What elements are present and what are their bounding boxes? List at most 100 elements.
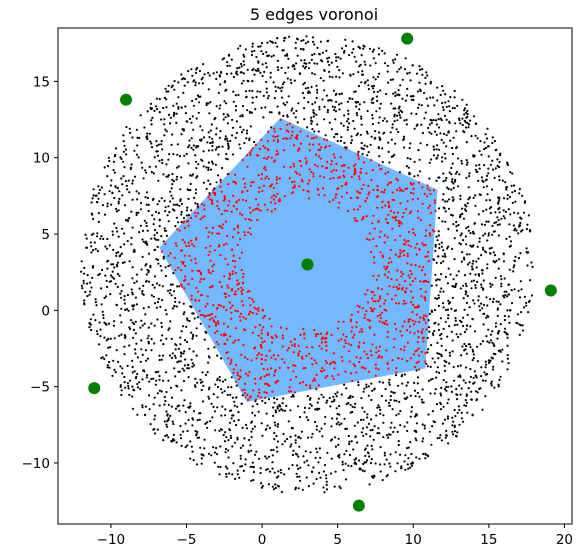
outer-point	[415, 456, 418, 459]
outer-point	[472, 260, 475, 263]
outer-point	[389, 131, 392, 134]
inner-point	[252, 389, 255, 392]
outer-point	[394, 58, 397, 61]
outer-point	[231, 445, 234, 448]
inner-point	[383, 302, 386, 305]
outer-point	[150, 349, 153, 352]
outer-point	[140, 339, 143, 342]
outer-point	[239, 465, 242, 468]
outer-point	[97, 220, 100, 223]
inner-point	[408, 276, 411, 279]
outer-point	[146, 135, 149, 138]
outer-point	[203, 438, 206, 441]
outer-point	[414, 395, 417, 398]
outer-point	[107, 156, 110, 159]
outer-point	[307, 86, 310, 89]
outer-point	[315, 84, 318, 87]
inner-point	[323, 194, 326, 197]
inner-point	[187, 241, 190, 244]
outer-point	[213, 461, 216, 464]
outer-point	[369, 462, 372, 465]
outer-point	[288, 35, 291, 38]
outer-point	[165, 390, 168, 394]
outer-point	[136, 386, 139, 389]
outer-point	[333, 485, 336, 488]
outer-point	[465, 401, 468, 404]
outer-point	[377, 427, 380, 430]
outer-point	[123, 232, 126, 235]
outer-point	[440, 119, 443, 122]
outer-point	[383, 62, 387, 65]
outer-point	[513, 211, 516, 214]
inner-point	[426, 184, 429, 187]
outer-point	[508, 195, 512, 199]
outer-point	[429, 118, 432, 122]
inner-point	[216, 320, 219, 323]
inner-point	[208, 286, 212, 289]
outer-point	[475, 266, 478, 269]
inner-point	[225, 309, 228, 312]
inner-point	[419, 219, 422, 222]
outer-point	[433, 392, 436, 395]
outer-point	[103, 296, 106, 300]
inner-point	[377, 356, 380, 359]
outer-point	[241, 444, 244, 447]
outer-point	[180, 352, 183, 355]
inner-point	[433, 199, 436, 202]
outer-point	[446, 417, 449, 420]
outer-point	[374, 130, 377, 133]
outer-point	[348, 453, 352, 457]
inner-point	[288, 177, 291, 180]
outer-point	[367, 452, 370, 455]
outer-point	[162, 173, 165, 176]
inner-point	[216, 232, 219, 235]
inner-point	[199, 294, 203, 297]
inner-point	[354, 163, 357, 166]
outer-point	[204, 330, 207, 333]
inner-point	[413, 306, 416, 309]
inner-point	[190, 294, 193, 297]
outer-point	[334, 470, 337, 473]
outer-point	[237, 47, 240, 50]
inner-point	[214, 315, 217, 318]
outer-point	[355, 457, 358, 460]
outer-point	[169, 116, 172, 119]
outer-point	[392, 92, 395, 95]
outer-point	[338, 76, 341, 79]
inner-point	[406, 200, 409, 203]
outer-point	[169, 320, 172, 323]
inner-point	[377, 368, 380, 371]
outer-point	[340, 393, 343, 396]
inner-point	[240, 292, 243, 295]
outer-point	[424, 76, 427, 79]
inner-point	[241, 158, 244, 162]
inner-point	[424, 234, 427, 237]
outer-point	[303, 81, 306, 84]
outer-point	[206, 371, 209, 374]
outer-point	[405, 447, 409, 450]
outer-point	[232, 75, 236, 79]
outer-point	[262, 116, 265, 119]
outer-point	[235, 131, 238, 134]
outer-point	[226, 393, 229, 396]
outer-point	[332, 395, 335, 398]
outer-point	[231, 134, 234, 137]
inner-point	[321, 367, 324, 370]
outer-point	[250, 420, 254, 423]
outer-site	[88, 382, 101, 395]
outer-point	[479, 309, 482, 312]
outer-point	[187, 197, 190, 200]
outer-point	[450, 390, 453, 393]
inner-point	[297, 352, 300, 355]
inner-point	[239, 319, 242, 322]
inner-point	[249, 151, 252, 154]
inner-point	[302, 367, 305, 370]
outer-point	[463, 109, 466, 112]
outer-point	[273, 397, 276, 400]
inner-point	[378, 320, 381, 323]
outer-point	[439, 394, 443, 397]
outer-point	[261, 63, 264, 66]
outer-point	[372, 76, 375, 79]
outer-point	[202, 181, 205, 184]
outer-point	[106, 260, 109, 263]
